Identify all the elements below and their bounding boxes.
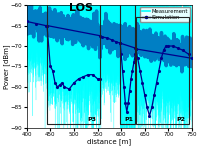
Text: LOS: LOS	[69, 3, 93, 13]
Y-axis label: Power [dBm]: Power [dBm]	[3, 44, 10, 89]
Text: P1: P1	[124, 117, 133, 122]
Bar	[120, 0, 135, 124]
Legend: Measurement, Simulation: Measurement, Simulation	[140, 7, 190, 22]
X-axis label: distance [m]: distance [m]	[87, 139, 131, 145]
Text: P2: P2	[176, 117, 185, 122]
Text: P3: P3	[88, 117, 97, 122]
Bar	[136, 17, 189, 124]
Bar	[47, 0, 100, 124]
